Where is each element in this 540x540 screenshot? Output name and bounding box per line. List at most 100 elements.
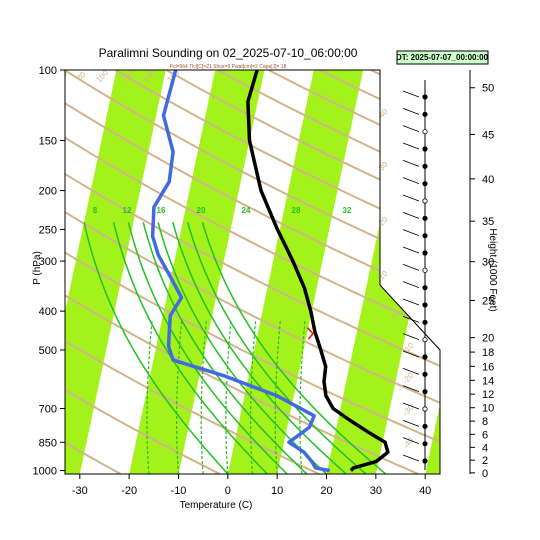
height-tick-label: 40 bbox=[482, 174, 494, 186]
temperature-band bbox=[129, 70, 265, 474]
p-tick-label: 850 bbox=[39, 437, 57, 449]
x-tick-label: 20 bbox=[320, 485, 332, 497]
wind-barb bbox=[402, 385, 420, 393]
moist-adiabat-label: 32 bbox=[343, 206, 352, 215]
wind-dot bbox=[422, 285, 428, 291]
moist-adiabat-label: 8 bbox=[93, 206, 98, 215]
x-tick-label: 10 bbox=[271, 485, 283, 497]
wind-dot bbox=[422, 371, 428, 377]
x-tick-label: 0 bbox=[225, 485, 231, 497]
dry-adiabat bbox=[65, 70, 440, 474]
wind-barb bbox=[402, 419, 420, 427]
wind-dot bbox=[422, 406, 428, 412]
temperature-band bbox=[524, 70, 540, 474]
height-tick-label: 10 bbox=[482, 403, 494, 415]
x-tick-label: 40 bbox=[419, 485, 431, 497]
wind-dot bbox=[422, 458, 428, 464]
wind-barb bbox=[402, 107, 420, 115]
dry-adiabat bbox=[65, 70, 440, 474]
x-tick-label: 30 bbox=[370, 485, 382, 497]
x-tick-label: -20 bbox=[121, 485, 137, 497]
x-tick-label: -30 bbox=[72, 485, 88, 497]
p-tick-label: 200 bbox=[39, 186, 57, 198]
chart-title: Paralimni Sounding on 02_2025-07-10_06:0… bbox=[99, 46, 358, 60]
height-axis-label: Height (1000 Feet) bbox=[487, 228, 498, 311]
dry-adiabat bbox=[370, 70, 440, 474]
mixing-ratio-line bbox=[225, 319, 232, 474]
dry-adiabat bbox=[65, 70, 440, 474]
moist-adiabat-label: 12 bbox=[123, 206, 132, 215]
sounding-line-1 bbox=[150, 69, 331, 473]
plot-border bbox=[64, 69, 441, 475]
wind-dot bbox=[422, 441, 428, 447]
p-tick-label: 500 bbox=[39, 345, 57, 357]
wind-dot bbox=[422, 198, 428, 204]
wind-dot bbox=[422, 302, 428, 308]
wind-dot bbox=[422, 111, 428, 117]
wind-barb bbox=[402, 263, 420, 271]
mixing-ratio-line bbox=[250, 319, 257, 474]
temperature-band bbox=[227, 70, 364, 474]
wind-barb bbox=[402, 125, 420, 133]
height-tick-label: 0 bbox=[482, 468, 488, 480]
wind-dot bbox=[422, 233, 428, 239]
dry-adiabat bbox=[65, 70, 419, 474]
moist-adiabat-label: 16 bbox=[157, 206, 166, 215]
sounding-line-2 bbox=[306, 327, 314, 340]
axes: -30 -20 -10 0 10 20 30 401001502002503004005007… bbox=[33, 65, 495, 497]
valid-time-label: DT: 2025-07-07_00:00:00 bbox=[396, 53, 489, 62]
wind-dot bbox=[422, 250, 428, 256]
mixing-ratio-line bbox=[299, 319, 306, 474]
moist-adiabat-label: 28 bbox=[292, 206, 301, 215]
mixing-ratio-line bbox=[200, 319, 207, 474]
p-tick-label: 100 bbox=[39, 65, 57, 77]
wind-barb bbox=[402, 281, 420, 289]
mixing-ratio-line bbox=[146, 319, 153, 474]
dry-adiabat bbox=[65, 70, 221, 474]
dry-adiabat bbox=[65, 70, 440, 474]
wind-barb bbox=[402, 159, 420, 167]
wind-barb bbox=[402, 402, 420, 410]
dry-adiabat bbox=[65, 70, 440, 474]
moist-adiabat-label: 24 bbox=[242, 206, 251, 215]
wind-barb bbox=[402, 350, 420, 358]
moist-adiabat bbox=[142, 222, 308, 474]
mixing-ratio-line bbox=[176, 319, 183, 474]
height-tick-label: 12 bbox=[482, 389, 494, 401]
moist-adiabat bbox=[186, 222, 367, 474]
wind-dot bbox=[422, 94, 428, 100]
height-tick-label: 30 bbox=[482, 257, 494, 269]
wind-barb bbox=[402, 454, 420, 462]
p-tick-label: 300 bbox=[39, 256, 57, 268]
wind-dot bbox=[422, 215, 428, 221]
wind-dot bbox=[422, 146, 428, 152]
wind-dot bbox=[422, 423, 428, 429]
p-tick-label: 400 bbox=[39, 306, 57, 318]
wind-barb bbox=[402, 298, 420, 306]
wind-barb bbox=[402, 333, 420, 341]
chart-subtitle: Pcl=964 Tlcl[C]=21 Shox=9 Pwat[cm]=2 Cap… bbox=[170, 64, 287, 70]
wind-dot bbox=[422, 354, 428, 360]
wind-barb bbox=[402, 177, 420, 185]
wind-barb bbox=[402, 315, 420, 323]
height-tick-label: 14 bbox=[482, 375, 494, 387]
dry-adiabat-label: 20 bbox=[377, 215, 390, 228]
dry-adiabat-label: 40 bbox=[377, 107, 390, 120]
moist-adiabat bbox=[127, 222, 288, 474]
height-tick-label: 25 bbox=[482, 295, 494, 307]
height-tick-label: 35 bbox=[482, 216, 494, 228]
wind-dot bbox=[422, 129, 428, 135]
dry-adiabat bbox=[65, 70, 122, 474]
p-tick-label: 700 bbox=[39, 404, 57, 416]
height-tick-label: 8 bbox=[482, 416, 488, 428]
moist-adiabat bbox=[83, 222, 229, 474]
wind-dot bbox=[422, 319, 428, 325]
height-tick-label: 4 bbox=[482, 442, 488, 454]
wind-barb bbox=[402, 142, 420, 150]
x-tick-label: -10 bbox=[171, 485, 187, 497]
x-axis-label: Temperature (C) bbox=[180, 500, 253, 511]
wind-dot bbox=[422, 337, 428, 343]
wind-barb bbox=[402, 194, 420, 202]
